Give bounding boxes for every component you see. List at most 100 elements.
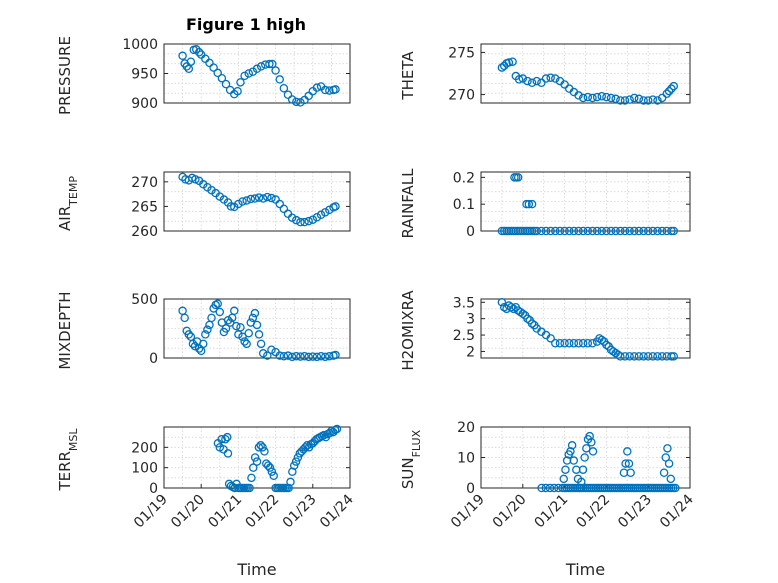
- pressure-point: [217, 73, 227, 83]
- air_temp-series: [178, 172, 340, 227]
- h2o_mixra-point: [551, 338, 560, 348]
- pressure-series: [178, 45, 340, 107]
- pressure-point: [331, 85, 340, 94]
- mixdepth-point: [308, 352, 318, 361]
- rainfall-point: [602, 226, 611, 236]
- sun_flux-point: [561, 465, 570, 474]
- rainfall-point: [630, 226, 639, 236]
- sun_flux-point: [554, 483, 563, 493]
- h2o_mixra-point: [564, 338, 574, 348]
- mixdepth-ytick-label: 500: [131, 292, 158, 308]
- pressure-point: [320, 85, 330, 95]
- h2o_mixra-point: [597, 335, 607, 345]
- theta-point: [537, 78, 546, 88]
- pressure-point: [236, 78, 245, 87]
- air_temp-point: [258, 194, 268, 203]
- h2o_mixra-point: [620, 352, 630, 361]
- terr_msl-point: [260, 447, 269, 456]
- theta-point: [653, 96, 662, 105]
- terr_msl-point: [256, 441, 265, 450]
- mixdepth-point: [225, 318, 235, 327]
- rainfall-point: [532, 226, 541, 236]
- pressure-point: [312, 83, 322, 92]
- air_temp-point: [242, 196, 251, 205]
- rainfall-point: [639, 226, 648, 236]
- mixdepth-point: [242, 339, 251, 349]
- mixdepth-point: [213, 299, 222, 308]
- pressure-ylabel: PRESSURE: [56, 36, 74, 115]
- pressure-point: [275, 75, 284, 84]
- h2o_mixra-point: [669, 352, 678, 361]
- mixdepth-point: [190, 341, 200, 351]
- h2o_mixra-point: [616, 352, 625, 361]
- pressure-point: [178, 51, 187, 61]
- theta-point: [518, 74, 528, 83]
- terr_msl-ytick-label: 200: [131, 440, 158, 456]
- mixdepth-point: [244, 328, 253, 338]
- terr_msl-point: [223, 449, 233, 458]
- rainfall-point: [578, 226, 588, 236]
- air_temp-ytick-label: 265: [131, 199, 158, 215]
- theta-point: [546, 73, 555, 82]
- rainfall-point: [583, 226, 593, 236]
- pressure-point: [240, 71, 249, 81]
- theta-series: [497, 57, 678, 105]
- h2o_mixra-axes-box: [480, 298, 691, 359]
- pressure-subplot: 900 950 1000 PRESSURE: [56, 36, 351, 115]
- rainfall-point: [653, 226, 662, 236]
- h2o_mixra-ytick-label: 3: [466, 312, 475, 328]
- air_temp-point: [279, 204, 289, 214]
- sun_flux-point: [621, 459, 630, 468]
- theta-point: [592, 92, 602, 102]
- mixdepth-point: [254, 330, 264, 339]
- air_temp-point: [304, 216, 313, 226]
- air_temp-point: [246, 194, 256, 204]
- rainfall-point: [597, 226, 607, 236]
- sun_flux-point: [582, 444, 591, 453]
- sun_flux-ytick-label: 0: [466, 481, 475, 497]
- theta-point: [639, 96, 648, 105]
- air_temp-point: [308, 215, 318, 224]
- theta-point: [508, 57, 517, 66]
- mixdepth-point: [252, 320, 262, 330]
- theta-ylabel-part: THETA: [399, 51, 417, 101]
- mixdepth-point: [312, 352, 322, 362]
- rainfall-point: [527, 226, 537, 236]
- theta-point: [602, 92, 611, 102]
- pressure-point: [213, 68, 222, 78]
- theta-point: [574, 91, 583, 100]
- mixdepth-point: [184, 330, 194, 339]
- sun_flux-point: [666, 474, 676, 484]
- air_temp-point: [267, 193, 276, 203]
- sun_flux-point: [569, 456, 579, 465]
- mixdepth-point: [207, 313, 216, 323]
- h2o_mixra-point: [588, 338, 597, 348]
- theta-point: [643, 96, 653, 105]
- rainfall-point: [606, 226, 616, 236]
- air_temp-point: [320, 208, 330, 217]
- mixdepth-point: [300, 351, 309, 361]
- air_temp-point: [287, 213, 297, 222]
- theta-ytick-label: 270: [448, 88, 475, 104]
- pressure-point: [325, 86, 334, 95]
- air_temp-point: [312, 212, 322, 222]
- theta-point: [664, 86, 674, 96]
- terr_msl-ylabel-part: MSL: [67, 428, 80, 451]
- theta-point: [497, 63, 507, 72]
- terr_msl-point: [302, 441, 312, 450]
- theta-axes-box: [480, 43, 691, 104]
- h2o_mixra-point: [634, 352, 644, 361]
- mixdepth-point: [320, 352, 330, 362]
- pressure-point: [256, 62, 266, 71]
- theta-point: [504, 58, 514, 67]
- air_temp-subplot: 260 265 270 AIRTEMP: [56, 171, 351, 240]
- sun_flux-point: [664, 459, 674, 468]
- sun_flux-ylabel-part: FLUX: [410, 429, 423, 457]
- h2o_mixra-point: [509, 304, 518, 314]
- theta-point: [551, 74, 560, 83]
- pressure-point: [221, 79, 231, 89]
- sun_flux-xlabel: Time: [565, 560, 605, 579]
- figure-title: Figure 1 high: [186, 15, 306, 34]
- rainfall-point: [611, 226, 620, 236]
